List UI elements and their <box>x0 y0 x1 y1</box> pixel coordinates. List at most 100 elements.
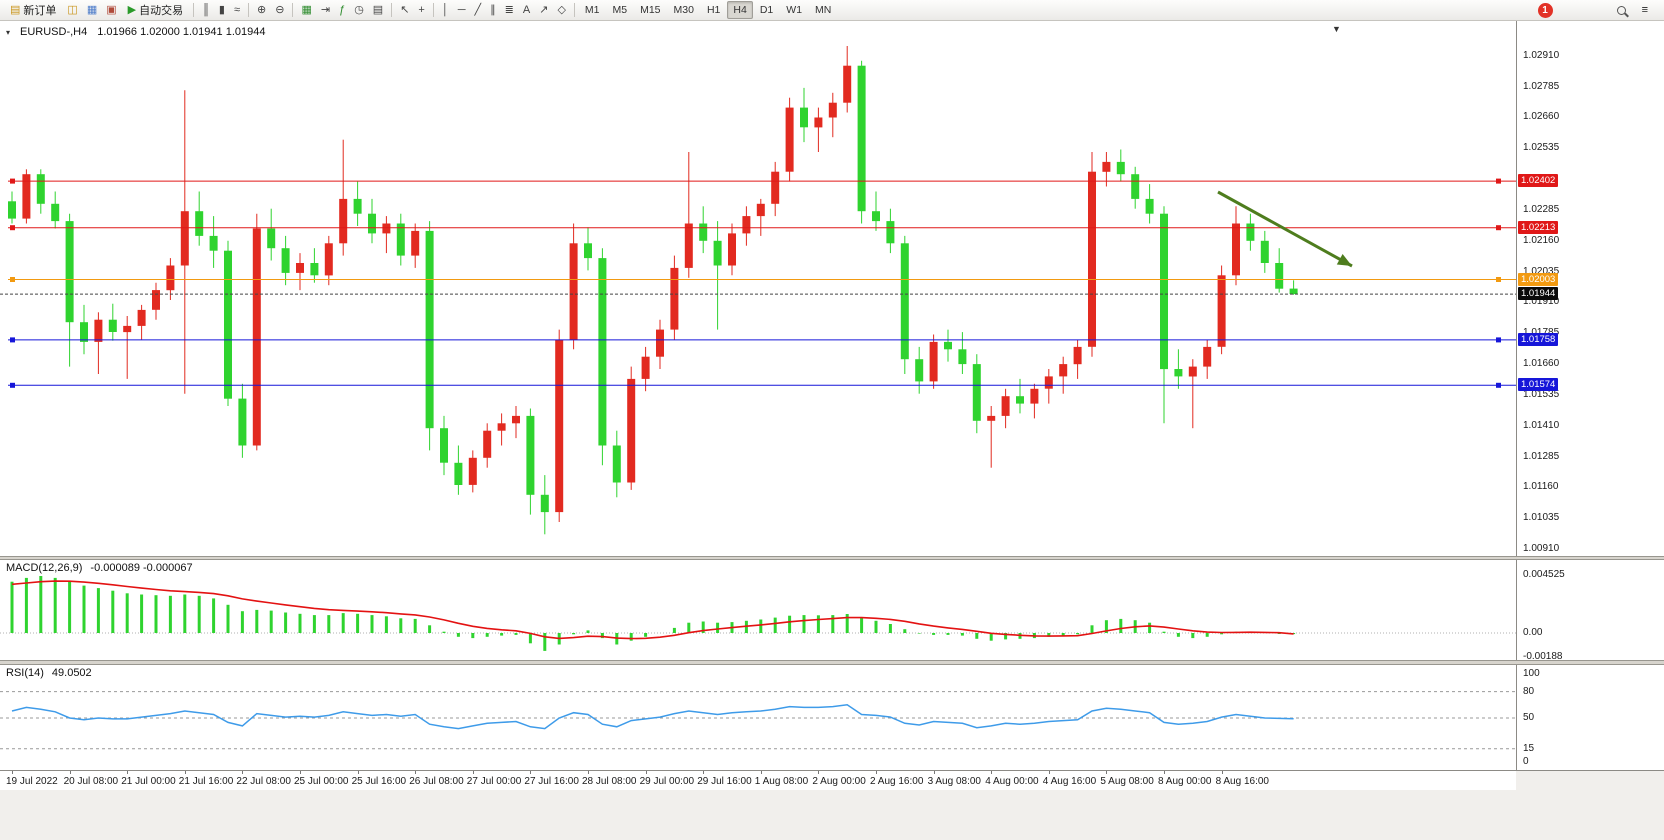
data-window-icon[interactable]: ▣ <box>106 4 117 16</box>
macd-indicator-panel[interactable] <box>0 560 1516 660</box>
auto-trading-icon: ▶ <box>127 4 137 16</box>
price-axis-label: 1.01035 <box>1523 512 1560 524</box>
time-axis-label: 5 Aug 08:00 <box>1100 776 1154 787</box>
price-badge: 1.01944 <box>1518 287 1559 301</box>
notification-badge[interactable]: 1 <box>1537 2 1553 18</box>
charts-icon[interactable]: ◫ <box>67 4 78 16</box>
crosshair-icon[interactable]: + <box>418 4 425 16</box>
line-chart-icon[interactable]: ≈ <box>233 4 240 16</box>
time-axis-label: 29 Jul 16:00 <box>697 776 752 787</box>
chart-shift-marker[interactable]: ▼ <box>1332 24 1341 34</box>
arrow-tool-icon[interactable]: ↗ <box>539 4 549 16</box>
auto-trading-button[interactable]: ▶ 自动交易 <box>122 1 189 19</box>
text-label-icon[interactable]: A <box>522 4 531 16</box>
panel-splitter[interactable] <box>0 660 1664 665</box>
timeframe-h4-button[interactable]: H4 <box>727 1 753 19</box>
horizontal-line-icon[interactable]: ─ <box>457 4 466 16</box>
chart-menu-icon[interactable]: ▾ <box>6 27 11 37</box>
candlestick-chart[interactable] <box>0 24 1516 556</box>
timeframe-d1-button[interactable]: D1 <box>759 4 774 16</box>
rsi-header: RSI(14) 49.0502 <box>6 667 92 679</box>
toolbar-button-groups: ▤ 新订单 ◫ ▦ ▣ ▶ 自动交易 ║ ▮ ≈ ⊕ ⊖ ▦ ⇥ ƒ ◷ ▤ ↖ + │ ─ ╱ ∥ ≣ A ↗ ◇ M1 M5 M15 M… <box>4 0 837 20</box>
time-axis-tick <box>1221 771 1223 774</box>
rsi-value: 49.0502 <box>51 667 92 679</box>
period-icon[interactable]: ◷ <box>354 4 364 16</box>
price-badge: 1.02003 <box>1518 272 1559 286</box>
hamburger-menu-icon: ≡ <box>1641 4 1648 16</box>
time-axis-tick <box>530 771 532 774</box>
timeframe-m30-button[interactable]: M30 <box>673 4 694 16</box>
time-axis-tick <box>1106 771 1108 774</box>
toolbar-right: 1 ≡ <box>1537 1 1660 19</box>
toolbar-separator <box>292 3 294 17</box>
template-icon[interactable]: ▤ <box>372 4 384 16</box>
time-axis-label: 8 Aug 00:00 <box>1158 776 1212 787</box>
toolbar-separator <box>248 3 249 17</box>
macd-axis-label: 0.00 <box>1523 627 1543 638</box>
status-area <box>0 790 1664 840</box>
rsi-axis-label: 80 <box>1523 685 1535 697</box>
rsi-axis-label: 100 <box>1523 668 1540 679</box>
search-button[interactable] <box>1613 1 1630 19</box>
tile-windows-icon[interactable]: ▦ <box>301 4 312 16</box>
price-axis-label: 1.02035 <box>1523 265 1560 277</box>
new-order-button[interactable]: ▤ 新订单 <box>4 1 62 19</box>
vertical-line-icon[interactable]: │ <box>441 4 449 16</box>
time-axis-label: 29 Jul 00:00 <box>639 776 695 787</box>
time-axis-tick <box>127 771 129 774</box>
macd-title: MACD(12,26,9) <box>6 562 83 574</box>
chart-ohlc-values: 1.01966 1.02000 1.01941 1.01944 <box>97 26 266 38</box>
cursor-icon[interactable]: ↖ <box>400 4 410 16</box>
time-axis-tick <box>12 771 13 774</box>
new-order-icon: ▤ <box>10 4 21 16</box>
channel-icon[interactable]: ∥ <box>490 4 496 16</box>
price-axis-label: 1.01160 <box>1523 481 1559 493</box>
timeframe-mn-button[interactable]: MN <box>815 4 832 16</box>
price-axis-label: 1.00910 <box>1523 543 1560 555</box>
panel-splitter[interactable] <box>0 556 1664 560</box>
rsi-axis-label: 15 <box>1523 742 1535 754</box>
time-axis-tick <box>645 771 647 774</box>
timeframe-m5-button[interactable]: M5 <box>612 4 628 16</box>
zoom-out-icon[interactable]: ⊖ <box>275 4 285 16</box>
toolbar-separator <box>432 3 434 17</box>
timeframe-m1-button[interactable]: M1 <box>584 4 600 16</box>
zoom-in-icon[interactable]: ⊕ <box>257 4 267 16</box>
timeframe-h1-button[interactable]: H1 <box>706 4 721 16</box>
time-axis-tick <box>818 771 820 774</box>
main-toolbar: ▤ 新订单 ◫ ▦ ▣ ▶ 自动交易 ║ ▮ ≈ ⊕ ⊖ ▦ ⇥ ƒ ◷ ▤ ↖ + │ ─ ╱ ∥ ≣ A ↗ ◇ M1 M5 M15 M… <box>0 0 1664 21</box>
rsi-indicator-panel[interactable] <box>0 665 1516 770</box>
toolbar-separator <box>193 3 195 17</box>
time-axis-label: 4 Aug 00:00 <box>985 776 1039 787</box>
trendline-icon[interactable]: ╱ <box>474 4 482 16</box>
time-axis-tick <box>472 771 474 774</box>
indicators-icon[interactable]: ƒ <box>339 4 346 16</box>
time-axis[interactable]: 19 Jul 2022 20 Jul 08:00 21 Jul 00:00 21 Ju… <box>0 770 1664 790</box>
time-axis-tick <box>760 771 762 774</box>
menu-button[interactable]: ≡ <box>1638 1 1652 19</box>
price-badge: 1.01574 <box>1518 378 1559 392</box>
candlestick-chart-icon[interactable]: ▮ <box>218 4 225 16</box>
time-axis-tick <box>703 771 705 774</box>
price-axis[interactable]: 1.02910 1.02785 1.02660 1.02535 1.02285 1.021… <box>1516 21 1664 770</box>
profiles-icon[interactable]: ▦ <box>86 4 98 16</box>
timeframe-w1-button[interactable]: W1 <box>786 4 803 16</box>
macd-signal-line <box>11 580 1294 640</box>
time-axis-label: 3 Aug 08:00 <box>927 776 981 787</box>
timeframe-m15-button[interactable]: M15 <box>640 4 661 16</box>
candles-layer <box>8 46 1298 535</box>
shapes-icon[interactable]: ◇ <box>557 4 566 16</box>
price-axis-label: 1.01660 <box>1523 358 1560 370</box>
rsi-axis-label: 50 <box>1523 712 1535 723</box>
macd-header: MACD(12,26,9) -0.000089 -0.000067 <box>6 562 193 574</box>
fibonacci-icon[interactable]: ≣ <box>504 4 514 16</box>
bars-chart-icon[interactable]: ║ <box>202 4 210 16</box>
auto-scroll-icon[interactable]: ⇥ <box>320 4 331 16</box>
time-axis-label: 19 Jul 2022 <box>6 776 58 787</box>
time-axis-label: 22 Jul 08:00 <box>236 776 291 787</box>
price-axis-label: 1.01910 <box>1523 296 1560 308</box>
search-icon <box>1616 5 1626 15</box>
time-axis-label: 28 Jul 08:00 <box>582 776 637 787</box>
price-axis-label: 1.02285 <box>1523 203 1560 215</box>
